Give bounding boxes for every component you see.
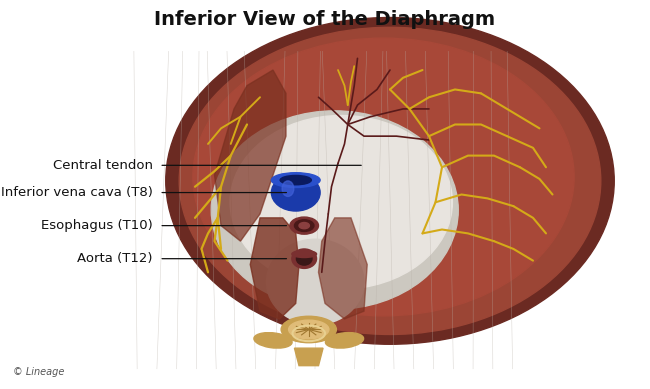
Ellipse shape bbox=[166, 18, 614, 344]
Text: Inferior vena cava (T8): Inferior vena cava (T8) bbox=[1, 186, 153, 199]
Text: © Lineage: © Lineage bbox=[13, 367, 64, 377]
Polygon shape bbox=[318, 218, 367, 319]
Ellipse shape bbox=[193, 38, 574, 316]
Polygon shape bbox=[294, 348, 323, 366]
Ellipse shape bbox=[282, 181, 294, 196]
Ellipse shape bbox=[280, 175, 311, 185]
Ellipse shape bbox=[289, 320, 329, 339]
Text: Esophagus (T10): Esophagus (T10) bbox=[41, 219, 153, 232]
Text: Inferior View of the Diaphragm: Inferior View of the Diaphragm bbox=[155, 10, 495, 29]
Ellipse shape bbox=[296, 252, 312, 265]
Ellipse shape bbox=[254, 333, 292, 348]
Circle shape bbox=[299, 223, 309, 229]
Ellipse shape bbox=[230, 116, 452, 289]
Ellipse shape bbox=[266, 239, 364, 325]
Circle shape bbox=[290, 217, 318, 234]
Polygon shape bbox=[250, 218, 299, 319]
Ellipse shape bbox=[292, 249, 317, 268]
Circle shape bbox=[294, 220, 314, 231]
Ellipse shape bbox=[179, 27, 601, 335]
Ellipse shape bbox=[281, 316, 337, 343]
Ellipse shape bbox=[211, 111, 458, 309]
Ellipse shape bbox=[326, 333, 363, 348]
Ellipse shape bbox=[292, 251, 317, 258]
Ellipse shape bbox=[272, 173, 320, 187]
Text: Aorta (T12): Aorta (T12) bbox=[77, 252, 153, 265]
Ellipse shape bbox=[272, 174, 320, 211]
Text: Central tendon: Central tendon bbox=[53, 159, 153, 172]
Polygon shape bbox=[214, 70, 286, 241]
